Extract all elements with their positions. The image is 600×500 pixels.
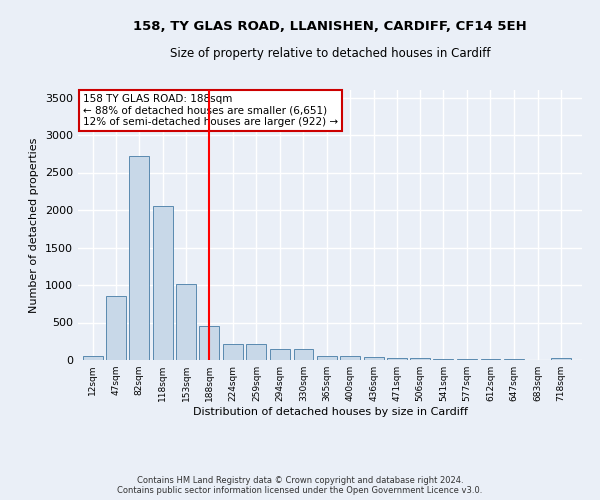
Bar [153,206,173,360]
Bar [223,344,243,360]
Bar [269,349,290,360]
Bar [340,356,360,360]
Text: 158 TY GLAS ROAD: 188sqm
← 88% of detached houses are smaller (6,651)
12% of sem: 158 TY GLAS ROAD: 188sqm ← 88% of detach… [83,94,338,127]
Bar [481,359,500,360]
Bar [410,358,430,360]
Bar [129,156,149,360]
Bar [293,349,313,360]
Y-axis label: Number of detached properties: Number of detached properties [29,138,40,312]
Bar [106,296,126,360]
Bar [433,358,454,360]
Text: Contains HM Land Registry data © Crown copyright and database right 2024.
Contai: Contains HM Land Registry data © Crown c… [118,476,482,495]
Bar [247,344,266,360]
Bar [551,358,571,360]
Bar [457,359,477,360]
Bar [176,284,196,360]
Bar [83,356,103,360]
Bar [199,326,219,360]
Bar [317,356,337,360]
Text: 158, TY GLAS ROAD, LLANISHEN, CARDIFF, CF14 5EH: 158, TY GLAS ROAD, LLANISHEN, CARDIFF, C… [133,20,527,33]
Bar [364,357,384,360]
Text: Size of property relative to detached houses in Cardiff: Size of property relative to detached ho… [170,48,490,60]
Bar [387,358,407,360]
X-axis label: Distribution of detached houses by size in Cardiff: Distribution of detached houses by size … [193,407,467,417]
